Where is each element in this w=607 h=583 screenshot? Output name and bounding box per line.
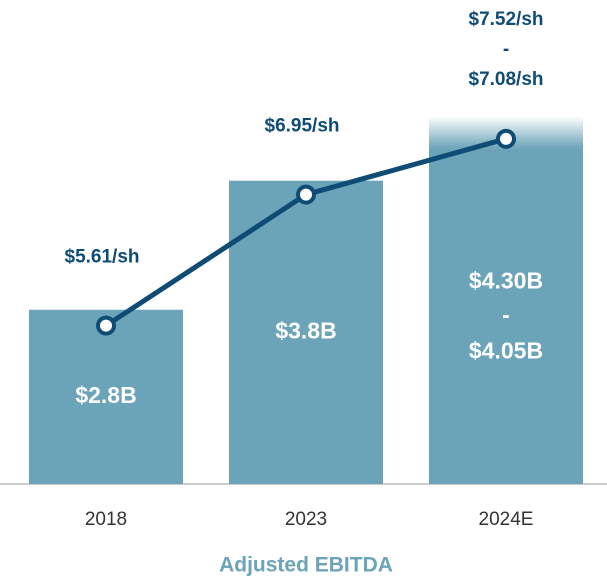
- bar: [429, 148, 583, 484]
- line-label: $5.61/sh: [65, 247, 140, 268]
- line-marker: [496, 128, 516, 149]
- bar: [29, 309, 183, 484]
- bar-label: $2.8B: [75, 382, 136, 408]
- bar-label: $4.30B: [469, 267, 543, 293]
- bar-label: $4.05B: [469, 337, 543, 363]
- bar: [229, 180, 383, 484]
- line-label: $6.95/sh: [265, 116, 340, 137]
- line-label-sep: -: [503, 39, 509, 60]
- line-label: $7.52/sh: [469, 9, 544, 30]
- line-marker: [296, 184, 316, 205]
- x-tick-label: 2018: [85, 509, 127, 530]
- x-tick-label: 2024E: [479, 509, 534, 530]
- line-marker: [96, 315, 116, 336]
- x-tick-label: 2023: [285, 509, 327, 530]
- bar-label-sep: -: [502, 301, 510, 327]
- line-label: $7.08/sh: [469, 69, 544, 90]
- axis-title: Adjusted EBITDA: [219, 554, 393, 577]
- bar-label: $3.8B: [275, 317, 336, 343]
